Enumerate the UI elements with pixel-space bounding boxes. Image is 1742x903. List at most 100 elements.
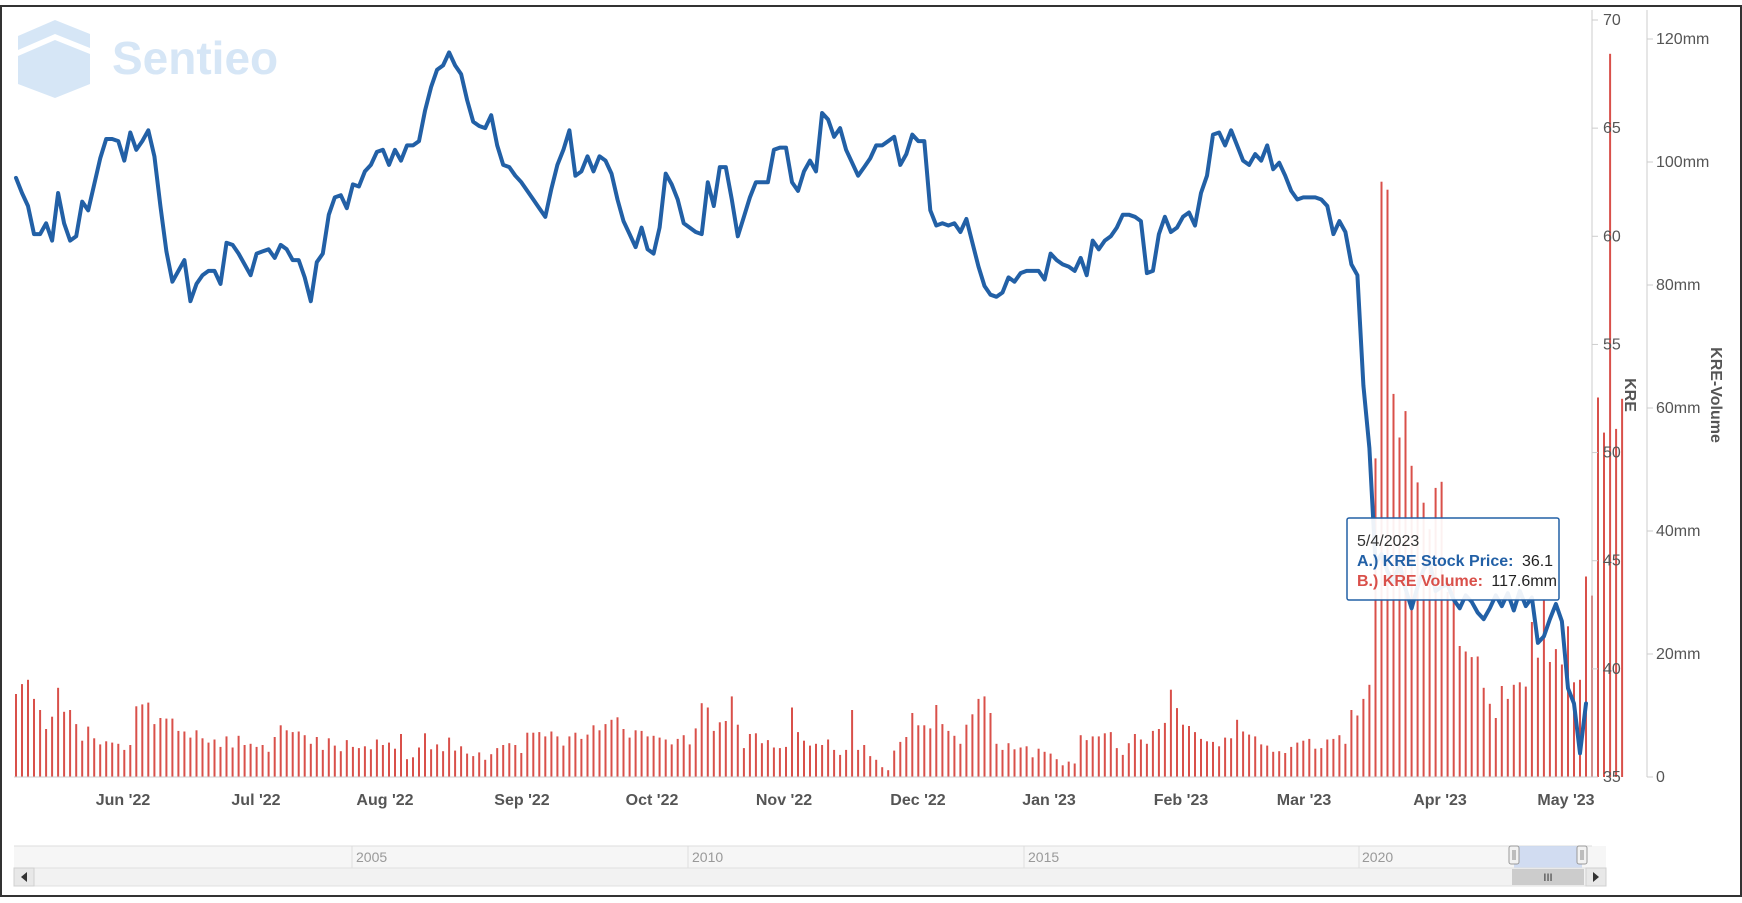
- volume-bar: [1356, 715, 1359, 777]
- volume-bar: [1206, 741, 1208, 777]
- volume-bar: [111, 742, 114, 777]
- volume-bar: [1548, 662, 1551, 777]
- x-tick-label: Aug '22: [356, 792, 413, 809]
- volume-bar: [75, 724, 78, 777]
- volume-bar: [827, 739, 830, 777]
- volume-bar: [249, 743, 252, 777]
- volume-bar: [1151, 730, 1154, 777]
- volume-bar: [63, 711, 66, 777]
- scroll-thumb[interactable]: [1512, 869, 1584, 885]
- volume-bar: [339, 751, 342, 777]
- volume-bar: [1579, 679, 1581, 777]
- volume-bar: [1115, 748, 1118, 777]
- navigator[interactable]: 2005 2010 2015 2020: [14, 845, 1606, 868]
- y-right-tick-label: 60mm: [1656, 400, 1700, 417]
- scroll-left-arrow-icon: [21, 872, 27, 882]
- volume-bar: [201, 738, 204, 777]
- volume-bar: [1109, 732, 1112, 777]
- volume-bar: [357, 748, 360, 777]
- navigator-year-label: 2005: [356, 849, 387, 865]
- volume-bar: [1067, 761, 1070, 777]
- volume-bar: [1302, 740, 1305, 777]
- volume-bar: [1536, 657, 1539, 777]
- volume-bar: [117, 743, 120, 777]
- volume-bar: [195, 730, 198, 777]
- volume-bar: [315, 737, 318, 777]
- navigator-handle-left[interactable]: [1508, 845, 1520, 865]
- volume-bar: [1500, 686, 1503, 777]
- volume-bar: [676, 738, 679, 777]
- volume-bar: [183, 731, 186, 777]
- volume-bar: [135, 706, 138, 777]
- volume-bar: [809, 745, 811, 777]
- volume-bar: [911, 713, 914, 777]
- volume-bar: [1518, 682, 1521, 777]
- volume-bar: [1458, 646, 1461, 777]
- volume-bar: [1025, 746, 1028, 778]
- x-tick-label: Jul '22: [231, 792, 280, 809]
- volume-bar: [351, 746, 354, 777]
- volume-bar: [1224, 737, 1227, 777]
- volume-bar: [1314, 748, 1317, 777]
- navigator-selection[interactable]: [1514, 846, 1582, 868]
- y-left-title: KRE: [1621, 378, 1638, 412]
- volume-bar: [189, 737, 192, 777]
- volume-bar: [345, 740, 348, 777]
- volume-bar: [833, 749, 836, 777]
- y-right-tick-label: 80mm: [1656, 277, 1700, 294]
- volume-bar: [45, 729, 48, 777]
- x-tick-label: Apr '23: [1413, 792, 1467, 809]
- volume-bar: [418, 747, 420, 777]
- volume-bar: [1603, 432, 1605, 777]
- x-tick-label: Jan '23: [1022, 792, 1076, 809]
- volume-bar: [965, 724, 968, 777]
- volume-bar: [165, 718, 168, 777]
- volume-bar: [231, 747, 234, 777]
- volume-bar: [1013, 749, 1016, 777]
- volume-bar: [1585, 576, 1587, 777]
- volume-bar: [1043, 751, 1046, 777]
- x-tick-label: May '23: [1537, 792, 1594, 809]
- price-line: [14, 50, 1588, 756]
- volume-bar: [1554, 649, 1557, 777]
- volume-bar: [1139, 739, 1142, 777]
- navigator-year-label: 2020: [1362, 849, 1393, 865]
- volume-bar: [851, 710, 854, 777]
- tooltip-a-label: A.) KRE Stock Price:: [1357, 553, 1513, 570]
- y-right-title: KRE-Volume: [1707, 347, 1724, 443]
- volume-bar: [953, 735, 956, 777]
- volume-bar: [989, 713, 992, 777]
- volume-bar: [381, 745, 384, 777]
- volume-bar: [983, 696, 986, 777]
- volume-bar: [995, 743, 998, 777]
- volume-bar: [1434, 487, 1437, 777]
- volume-bar: [1374, 458, 1377, 777]
- volume-bar: [225, 736, 228, 777]
- scrollbar[interactable]: III: [13, 867, 1607, 887]
- volume-bar: [99, 744, 102, 777]
- volume-bar: [1121, 754, 1124, 777]
- volume-bar: [394, 748, 396, 777]
- scrollbar-track[interactable]: [13, 867, 1607, 887]
- volume-bar: [977, 698, 980, 777]
- volume-bar: [207, 742, 210, 777]
- volume-bar: [1103, 733, 1106, 777]
- volume-bar: [706, 707, 709, 777]
- volume-bar: [1560, 664, 1563, 777]
- volume-bar: [21, 684, 23, 777]
- volume-bar: [105, 741, 108, 777]
- tooltip-date: 5/4/2023: [1357, 533, 1419, 550]
- volume-bar: [27, 679, 29, 777]
- tooltip-line-b: B.) KRE Volume: 117.6mm: [1357, 573, 1557, 590]
- volume-bar: [845, 749, 848, 777]
- volume-bar: [640, 730, 643, 777]
- volume-bar: [1157, 729, 1160, 777]
- volume-bar: [1290, 746, 1293, 777]
- volume-bar: [141, 704, 144, 777]
- y-left-tick-label: 55: [1603, 336, 1621, 353]
- volume-bar: [869, 756, 872, 777]
- volume-bar: [1398, 437, 1401, 777]
- navigator-handle-right[interactable]: [1576, 845, 1588, 865]
- volume-bar: [33, 698, 35, 777]
- volume-bar: [1512, 684, 1515, 778]
